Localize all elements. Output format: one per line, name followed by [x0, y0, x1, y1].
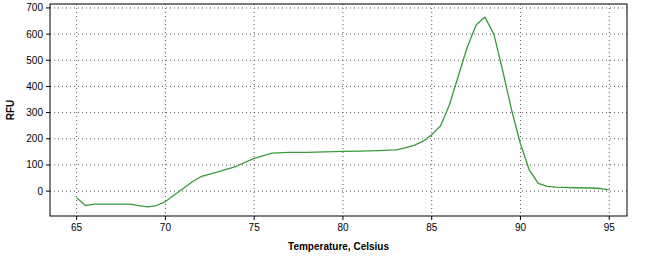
chart: 65 70 75 80 85 90 95 0 100 200 300 400 500 600 700 Temp… — [0, 0, 653, 260]
melt-curve — [77, 17, 610, 207]
tick-mark — [46, 164, 50, 165]
tick-mark — [609, 216, 610, 220]
tick-label: 70 — [160, 222, 172, 233]
tick-label: 90 — [515, 222, 527, 233]
tick-label: 300 — [26, 107, 43, 118]
tick-label: 80 — [337, 222, 349, 233]
grid-line — [50, 138, 627, 139]
grid-line — [76, 4, 77, 216]
grid-line — [165, 4, 166, 216]
grid-line — [50, 60, 627, 61]
tick-label: 95 — [604, 222, 616, 233]
tick-label: 600 — [26, 29, 43, 40]
tick-label: 200 — [26, 133, 43, 144]
tick-mark — [46, 112, 50, 113]
plot-area — [50, 4, 627, 216]
tick-mark — [165, 216, 166, 220]
tick-label: 500 — [26, 55, 43, 66]
grid-line — [50, 164, 627, 165]
tick-label: 400 — [26, 81, 43, 92]
tick-mark — [520, 216, 521, 220]
series-group — [77, 17, 610, 207]
tick-mark — [46, 34, 50, 35]
tick-label: 75 — [249, 222, 261, 233]
grid-line — [431, 4, 432, 216]
tick-mark — [46, 60, 50, 61]
tick-label: 700 — [26, 2, 43, 13]
grid-line — [520, 4, 521, 216]
grid-line — [50, 34, 627, 35]
y-axis-label: RFU — [5, 100, 16, 121]
grid-line — [50, 112, 627, 113]
tick-label: 100 — [26, 159, 43, 170]
tick-mark — [46, 86, 50, 87]
tick-mark — [254, 216, 255, 220]
tick-mark — [431, 216, 432, 220]
tick-mark — [342, 216, 343, 220]
grid-line — [254, 4, 255, 216]
tick-mark — [46, 191, 50, 192]
grid-line — [609, 4, 610, 216]
grid-line — [50, 86, 627, 87]
grid-line — [50, 191, 627, 192]
x-axis-label: Temperature, Celsius — [288, 241, 389, 252]
tick-mark — [46, 138, 50, 139]
grid-line — [50, 7, 627, 8]
tick-label: 0 — [37, 186, 43, 197]
plot-frame — [50, 4, 627, 216]
tick-mark — [46, 7, 50, 8]
tick-mark — [76, 216, 77, 220]
tick-label: 85 — [426, 222, 438, 233]
grid-line — [342, 4, 343, 216]
tick-label: 65 — [71, 222, 83, 233]
